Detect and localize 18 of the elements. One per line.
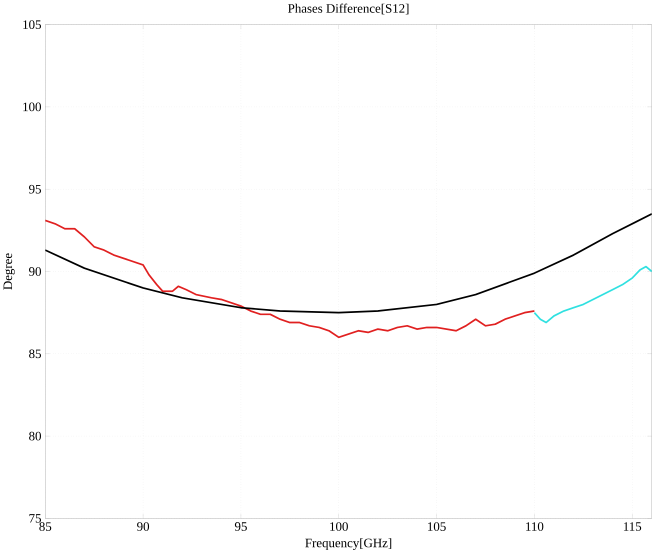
line-series (45, 213, 652, 314)
x-tick-label: 100 (330, 522, 348, 532)
x-tick-label: 90 (137, 522, 150, 532)
y-tick-label: 95 (29, 185, 41, 194)
y-tick-label: 90 (29, 267, 41, 276)
y-tick-label: 85 (29, 350, 41, 358)
x-tick-label: 110 (526, 522, 544, 532)
y-tick-label: 75 (29, 514, 41, 523)
x-axis-title: Frequency[GHz] (305, 538, 392, 550)
y-tick-label: 80 (29, 432, 41, 441)
y-tick-label: 105 (23, 20, 41, 30)
x-tick-label: 95 (234, 522, 247, 532)
x-tick-label: 105 (428, 522, 446, 532)
x-tick-label: 85 (39, 522, 52, 532)
chart-title: Phases Difference[S12] (288, 4, 408, 15)
x-tick-label: 115 (624, 522, 642, 532)
y-axis-title: Degree (4, 254, 15, 290)
y-tick-label: 100 (23, 102, 41, 112)
